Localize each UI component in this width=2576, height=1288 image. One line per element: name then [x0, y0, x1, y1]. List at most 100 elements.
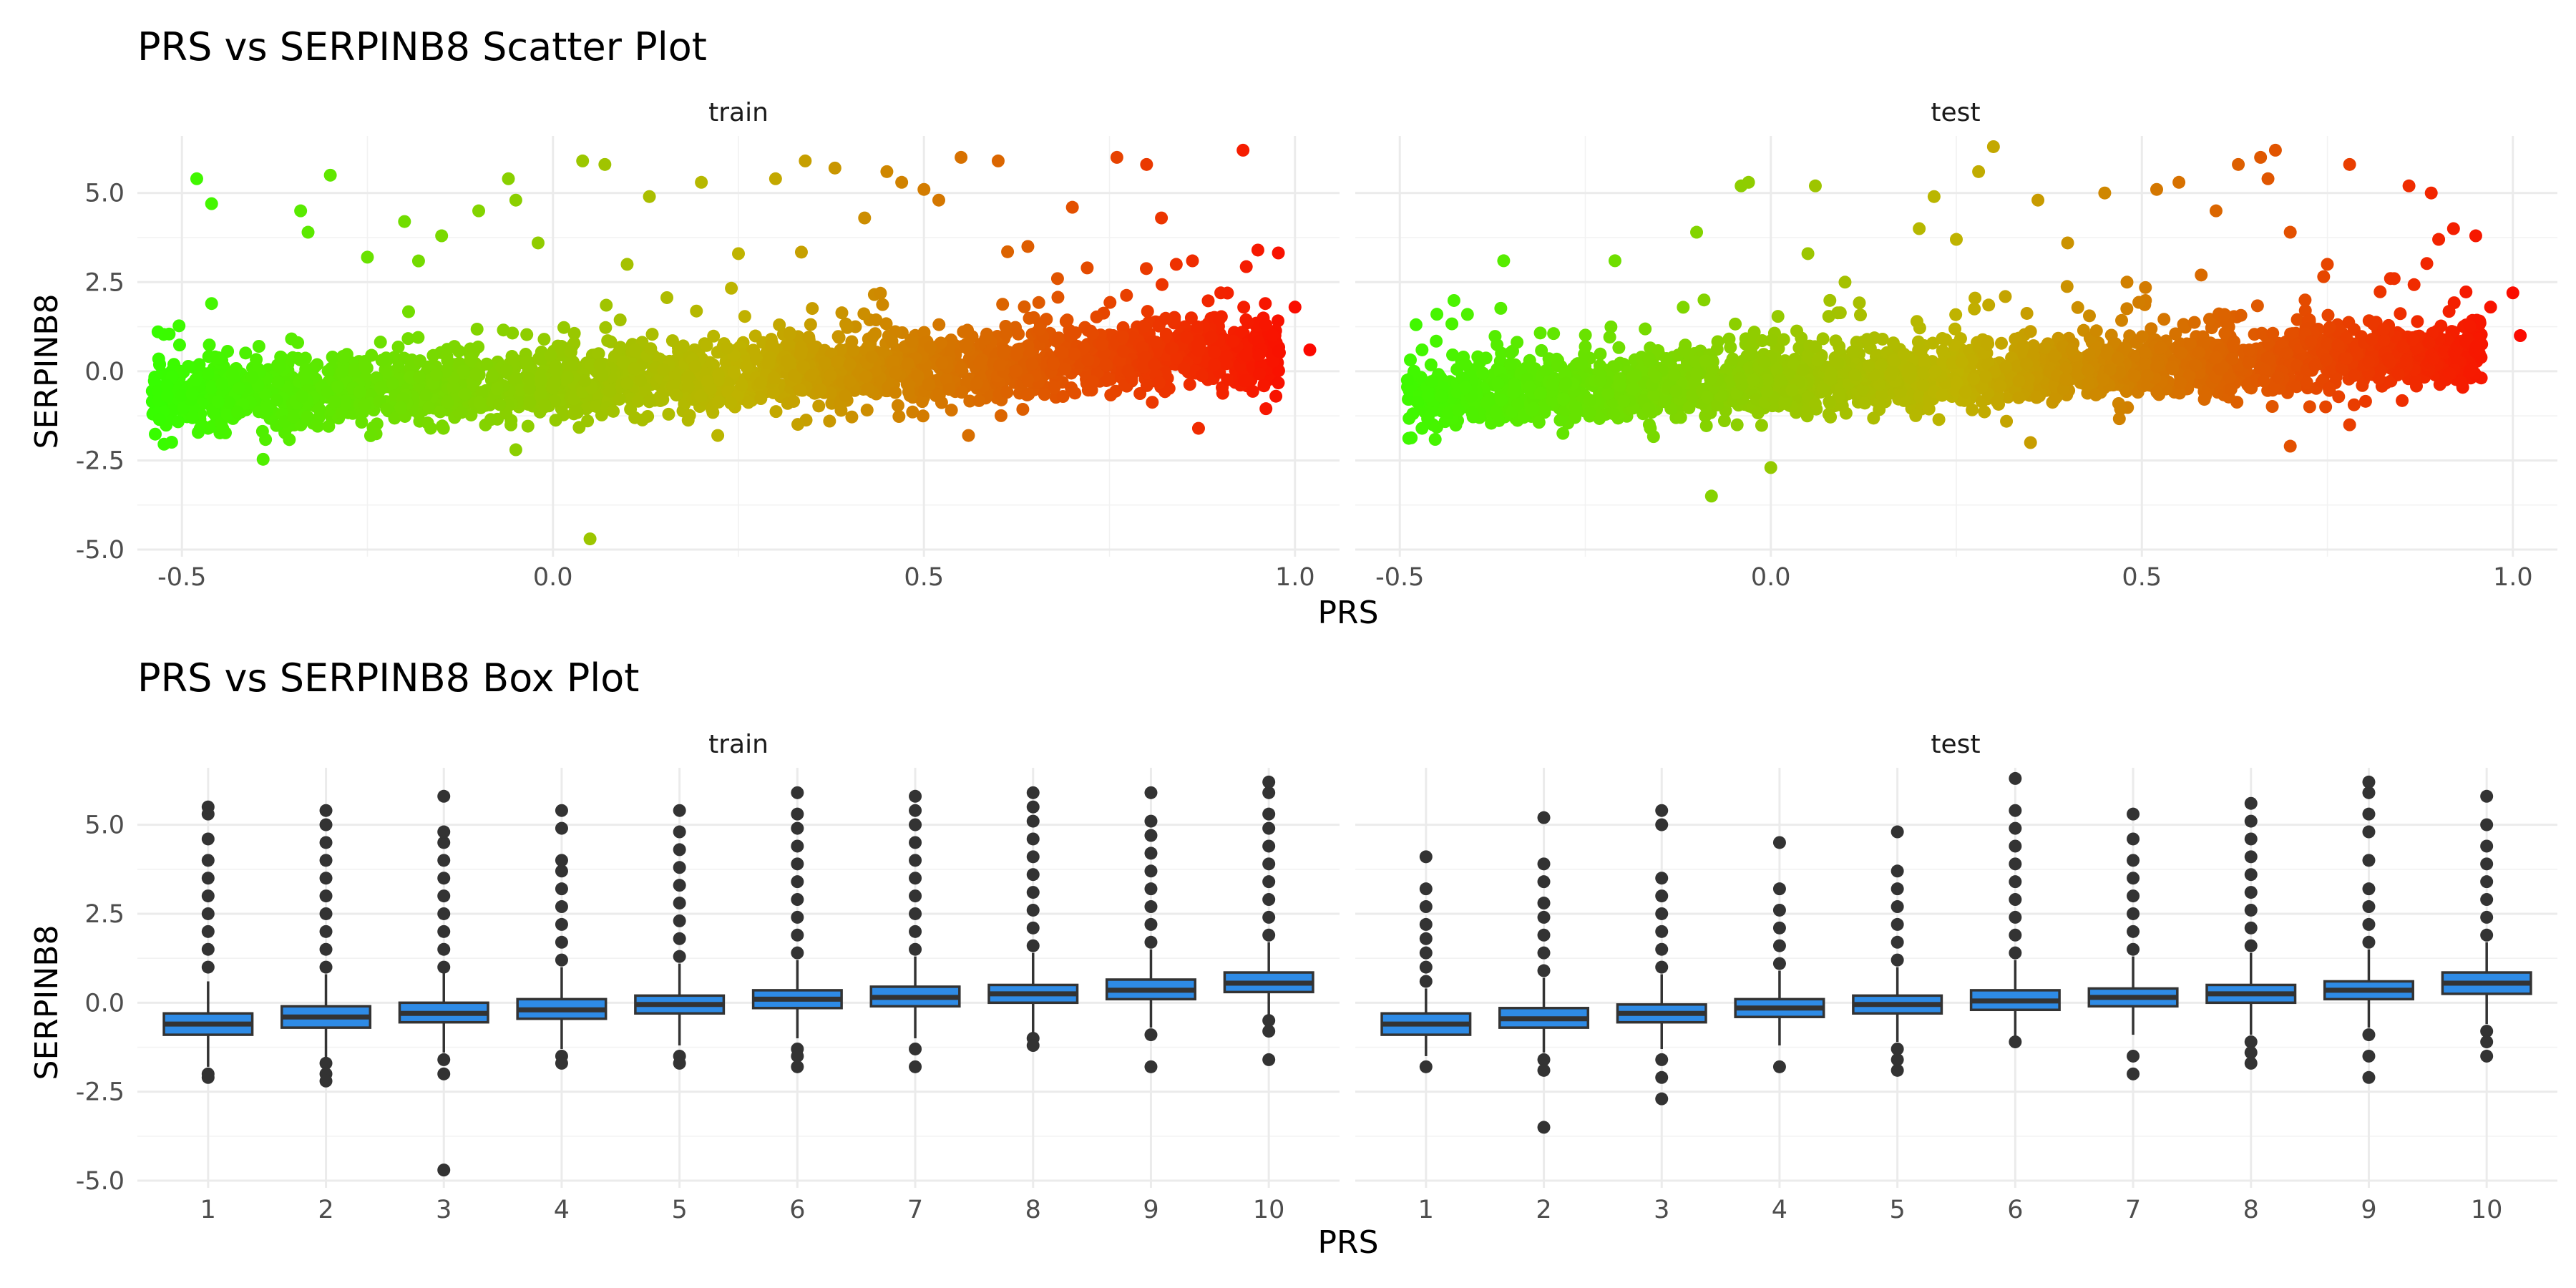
scatter-point — [172, 319, 186, 333]
scatter-point — [355, 415, 369, 429]
scatter-point — [490, 382, 504, 396]
scatter-point — [239, 346, 253, 360]
scatter-point — [153, 357, 167, 371]
scatter-point — [358, 361, 372, 374]
scatter-point — [1065, 381, 1078, 394]
scatter-point — [294, 204, 308, 218]
scatter-point — [665, 334, 679, 348]
scatter-point — [600, 298, 613, 312]
scatter-point — [473, 396, 487, 409]
y-tick-label: 5.0 — [84, 180, 125, 208]
scatter-point — [1503, 357, 1517, 371]
scatter-point — [1569, 402, 1583, 416]
scatter-point — [2396, 394, 2409, 407]
scatter-point — [1460, 308, 1474, 321]
scatter-point — [297, 369, 311, 383]
x-tick-label: -0.5 — [1375, 563, 1424, 592]
scatter-point — [1136, 341, 1149, 354]
scatter-point — [555, 346, 568, 359]
scatter-point — [1253, 367, 1267, 381]
scatter-point — [1060, 313, 1074, 327]
scatter-point — [2317, 270, 2331, 283]
scatter-point — [1729, 317, 1742, 331]
scatter-point — [1853, 296, 1866, 310]
scatter-point — [690, 304, 703, 318]
scatter-point — [1948, 322, 1962, 336]
scatter-point — [220, 407, 234, 421]
scatter-point — [1032, 296, 1045, 309]
scatter-point — [1722, 332, 1736, 346]
scatter-point — [721, 341, 734, 355]
scatter-point — [741, 396, 755, 409]
scatter-point — [823, 414, 836, 428]
scatter-point — [2115, 313, 2129, 327]
scatter-point — [1047, 357, 1060, 371]
scatter-point — [787, 394, 801, 408]
scatter-point — [185, 411, 199, 424]
scatter-point — [1226, 334, 1240, 348]
scatter-point — [935, 356, 949, 370]
scatter-point — [1430, 334, 1443, 348]
scatter-panel-train: -0.5 0.0 0.5 1.0-5.0-2.50.02.55.0 — [76, 136, 1340, 592]
scatter-point — [1579, 328, 1592, 342]
scatter-point — [694, 389, 708, 403]
scatter-point — [2242, 356, 2255, 370]
scatter-point — [902, 385, 915, 399]
scatter-point — [467, 343, 480, 356]
scatter-point — [1033, 323, 1046, 336]
scatter-point — [2112, 412, 2126, 426]
scatter-point — [1048, 381, 1061, 394]
scatter-point — [773, 318, 786, 331]
scatter-point — [598, 157, 612, 171]
scatter-point — [1216, 386, 1229, 400]
scatter-point — [993, 358, 1007, 372]
scatter-point — [994, 409, 1008, 422]
x-tick-label: 0.0 — [1751, 563, 1791, 592]
scatter-point — [2082, 309, 2096, 323]
scatter-point — [788, 369, 801, 382]
x-tick-label: 0.5 — [904, 563, 944, 592]
scatter-point — [2000, 414, 2014, 428]
scatter-point — [945, 404, 958, 417]
scatter-point — [1504, 346, 1518, 359]
scatter-point — [996, 298, 1010, 311]
scatter-point — [293, 353, 307, 366]
scatter-point — [783, 327, 796, 341]
x-tick-label: -0.5 — [157, 563, 206, 592]
scatter-point — [1010, 348, 1023, 362]
scatter-point — [1146, 396, 1159, 409]
scatter-point — [616, 356, 630, 369]
scatter-point — [753, 376, 767, 389]
scatter-point — [1607, 407, 1621, 421]
scatter-point — [1237, 301, 1251, 314]
scatter-point — [475, 386, 489, 399]
scatter-point — [955, 386, 969, 399]
scatter-point — [932, 193, 945, 207]
scatter-point — [201, 367, 215, 381]
scatter-point — [1917, 366, 1931, 380]
scatter-point — [859, 370, 873, 384]
scatter-point — [380, 402, 394, 416]
scatter-point — [628, 361, 641, 375]
scatter-point — [847, 343, 860, 357]
scatter-point — [216, 421, 230, 435]
scatter-point — [997, 346, 1010, 359]
scatter-point — [1476, 366, 1490, 380]
scatter-point — [1259, 318, 1272, 331]
scatter-point — [1068, 347, 1081, 361]
scatter-point — [205, 197, 218, 210]
scatter-point — [336, 350, 350, 364]
scatter-point — [595, 369, 609, 382]
scatter-point — [972, 394, 986, 407]
scatter-point — [1674, 411, 1687, 424]
scatter-point — [613, 392, 626, 406]
scatter-point — [202, 350, 215, 364]
scatter-point — [880, 165, 894, 178]
scatter-point — [828, 161, 841, 175]
scatter-point — [681, 414, 695, 427]
scatter-point — [962, 429, 975, 442]
scatter-point — [891, 399, 904, 412]
scatter-point — [1949, 308, 1963, 321]
scatter-point — [1916, 379, 1930, 392]
